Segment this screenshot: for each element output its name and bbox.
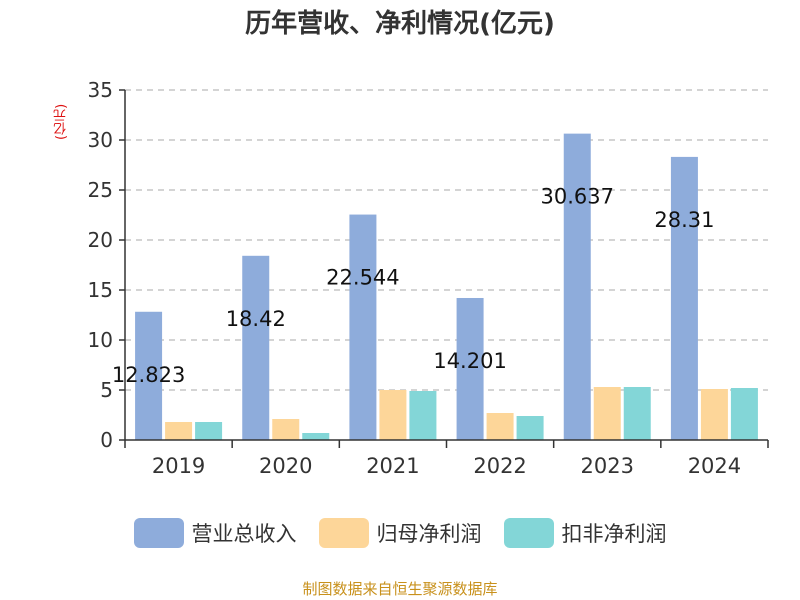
bar — [349, 214, 377, 440]
bar — [700, 389, 728, 440]
x-tick-label: 2023 — [581, 454, 634, 478]
data-label: 18.42 — [226, 307, 286, 331]
legend-swatch — [503, 518, 554, 548]
legend-label: 扣非净利润 — [561, 522, 667, 546]
bar — [486, 413, 514, 440]
y-tick-label: 5 — [100, 378, 113, 402]
bar — [516, 416, 544, 440]
bar — [302, 433, 330, 440]
data-label: 12.823 — [112, 363, 185, 387]
chart-title: 历年营收、净利情况(亿元) — [245, 9, 555, 39]
bar — [456, 297, 484, 440]
legend-item[interactable]: 归母净利润 — [318, 518, 482, 548]
y-tick-label: 15 — [88, 278, 113, 302]
bar — [195, 422, 223, 440]
bar — [563, 133, 591, 440]
data-label: 30.637 — [541, 185, 614, 209]
bar — [670, 156, 698, 440]
y-tick-label: 0 — [100, 428, 113, 452]
data-label: 22.544 — [326, 266, 399, 290]
bar — [730, 388, 758, 440]
legend: 营业总收入 归母净利润 扣非净利润 — [0, 518, 800, 548]
legend-swatch — [318, 518, 369, 548]
x-tick-label: 2020 — [259, 454, 312, 478]
legend-item[interactable]: 营业总收入 — [133, 518, 297, 548]
y-tick-label: 25 — [88, 178, 113, 202]
x-tick-label: 2021 — [366, 454, 419, 478]
legend-swatch — [133, 518, 184, 548]
x-tick-label: 2022 — [473, 454, 526, 478]
legend-label: 营业总收入 — [191, 522, 297, 546]
bar — [242, 255, 270, 440]
bar — [623, 387, 651, 440]
source-note: 制图数据来自恒生聚源数据库 — [302, 580, 498, 598]
bar — [272, 419, 300, 440]
data-labels: 12.823 18.42 22.544 14.201 30.637 28.31 — [112, 185, 715, 387]
data-label: 28.31 — [654, 208, 714, 232]
y-axis-unit-label: (亿元) — [54, 103, 69, 141]
bar — [379, 390, 407, 440]
y-tick-label: 10 — [88, 328, 113, 352]
y-tick-label: 20 — [88, 228, 113, 252]
axes: 0 5 10 15 20 25 30 35 2019 2020 2021 2022 2023 2024 — [88, 78, 769, 478]
bar — [593, 387, 621, 440]
y-tick-label: 30 — [88, 128, 113, 152]
y-tick-label: 35 — [88, 78, 113, 102]
legend-item[interactable]: 扣非净利润 — [503, 518, 667, 548]
bars — [135, 133, 758, 440]
bar — [165, 422, 193, 440]
bar — [409, 391, 437, 440]
bar — [135, 311, 163, 440]
x-tick-label: 2019 — [152, 454, 205, 478]
grid-lines — [125, 89, 768, 391]
data-label: 14.201 — [433, 349, 506, 373]
legend-label: 归母净利润 — [376, 522, 482, 546]
x-tick-label: 2024 — [688, 454, 741, 478]
